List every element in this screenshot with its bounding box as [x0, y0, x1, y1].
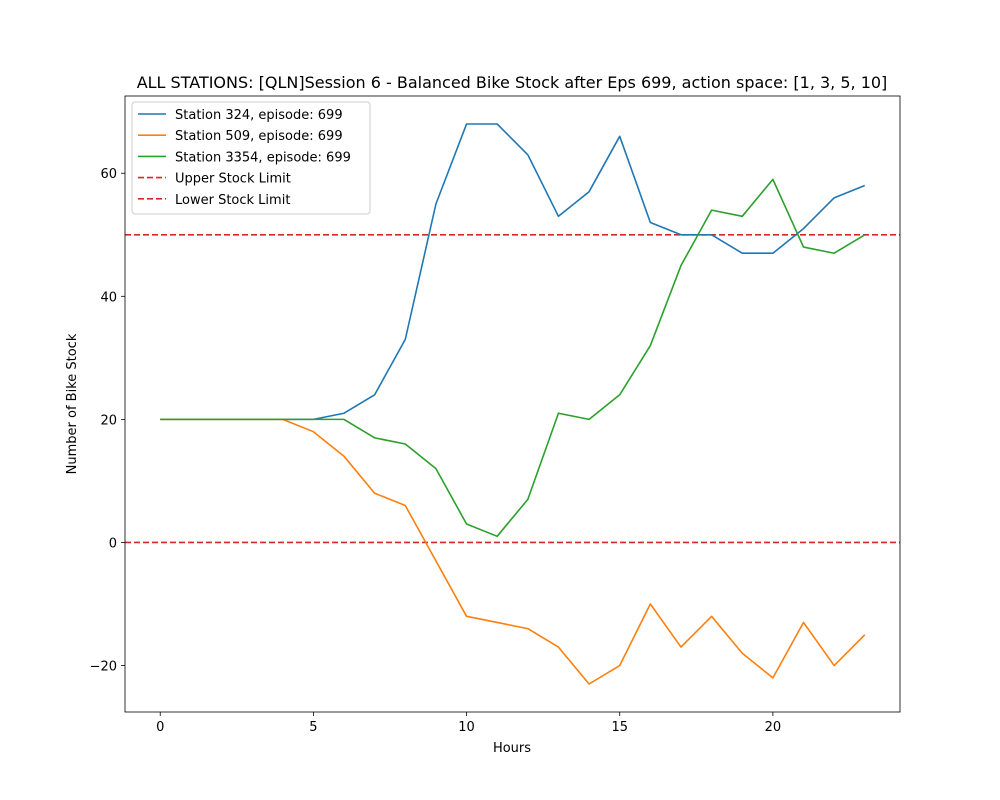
x-tick-label: 20 — [765, 720, 782, 735]
y-tick-label: 0 — [109, 536, 117, 551]
legend-label: Station 3354, episode: 699 — [175, 150, 351, 165]
y-tick-label: −20 — [90, 660, 117, 675]
chart-title: ALL STATIONS: [QLN]Session 6 - Balanced … — [137, 73, 888, 92]
plot-area: 0 5 10 15 20 −20 0 20 40 60 — [90, 95, 901, 735]
legend-label: Station 509, episode: 699 — [175, 129, 343, 144]
y-tick-label: 60 — [100, 167, 117, 182]
x-axis-title: Hours — [493, 741, 531, 756]
y-tick-label: 40 — [100, 290, 117, 305]
y-tick-label: 20 — [100, 413, 117, 428]
x-tick-label: 0 — [156, 720, 164, 735]
x-tick-label: 5 — [309, 720, 317, 735]
x-tick-label: 15 — [611, 720, 628, 735]
legend-label: Lower Stock Limit — [175, 193, 290, 208]
y-axis-title: Number of Bike Stock — [65, 333, 80, 474]
legend: Station 324, episode: 699 Station 509, ep… — [131, 101, 371, 215]
legend-box — [131, 101, 371, 215]
x-tick-label: 10 — [458, 720, 475, 735]
legend-label: Upper Stock Limit — [175, 172, 291, 187]
plot-frame — [124, 95, 901, 713]
legend-label: Station 324, episode: 699 — [175, 108, 343, 123]
series-line — [160, 178, 866, 538]
